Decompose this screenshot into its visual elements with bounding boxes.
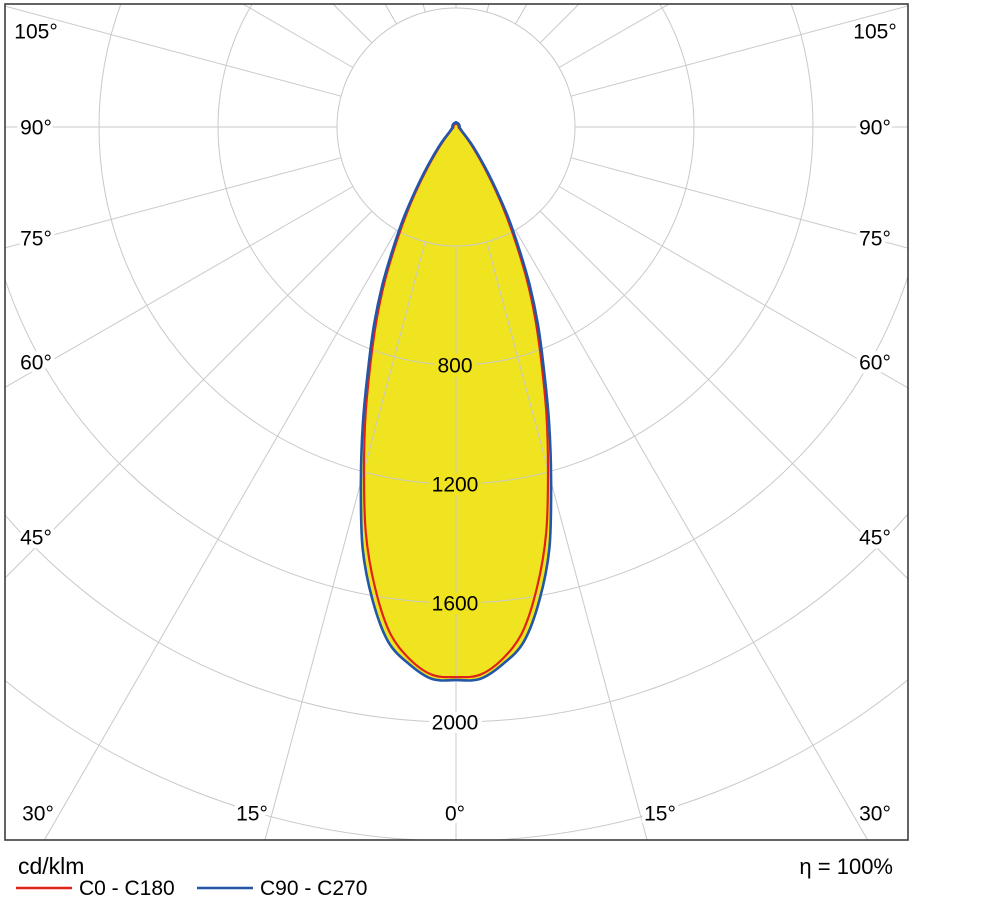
angle-ray-255 — [5, 5, 342, 97]
angle-label-left-75°: 75° — [20, 228, 52, 251]
angle-label-right-75°: 75° — [859, 228, 891, 251]
efficiency-label: η = 100% — [799, 854, 893, 879]
ring-label-2000: 2000 — [432, 712, 479, 735]
angle-ray-30 — [515, 229, 869, 840]
angle-label-right-45°: 45° — [859, 527, 891, 550]
angle-ray-15 — [486, 241, 648, 840]
ring-label-1200: 1200 — [432, 474, 479, 497]
angle-label-left-90°: 90° — [20, 117, 52, 140]
angle-label-bottom-4: 30° — [859, 803, 891, 826]
curve-c90-c270 — [359, 120, 553, 682]
ring-label-1600: 1600 — [432, 593, 479, 616]
units-label: cd/klm — [18, 853, 84, 879]
angle-ray-345 — [264, 241, 426, 840]
angle-ray-75 — [570, 157, 908, 249]
angle-label-left-105°: 105° — [14, 21, 57, 44]
legend-label-c90: C90 - C270 — [260, 877, 367, 900]
angle-ray-120 — [558, 4, 671, 68]
angle-ray-195 — [422, 4, 426, 13]
angle-ray-135 — [539, 4, 580, 44]
angle-label-right-105°: 105° — [853, 21, 896, 44]
angle-ray-315 — [5, 210, 373, 579]
angle-ray-285 — [5, 157, 342, 249]
angle-ray-165 — [486, 4, 490, 13]
plot-border — [4, 3, 909, 841]
angle-ray-330 — [43, 229, 397, 840]
ring-label-800: 800 — [437, 355, 472, 378]
legend: cd/klm C0 - C180 C90 - C270 η = 100% — [16, 853, 893, 900]
angle-ray-60 — [558, 186, 908, 389]
angle-ray-45 — [539, 210, 908, 580]
angle-label-bottom-0: 30° — [22, 803, 54, 826]
angle-label-right-90°: 90° — [859, 117, 891, 140]
angle-label-right-60°: 60° — [859, 352, 891, 375]
angle-label-left-60°: 60° — [20, 352, 52, 375]
angle-ray-105 — [570, 5, 908, 97]
angle-label-left-45°: 45° — [20, 527, 52, 550]
angle-label-bottom-2: 0° — [445, 803, 465, 826]
legend-label-c0: C0 - C180 — [79, 877, 175, 900]
angle-label-bottom-3: 15° — [644, 803, 676, 826]
angle-ray-300 — [5, 186, 354, 388]
angle-label-bottom-1: 15° — [236, 803, 268, 826]
